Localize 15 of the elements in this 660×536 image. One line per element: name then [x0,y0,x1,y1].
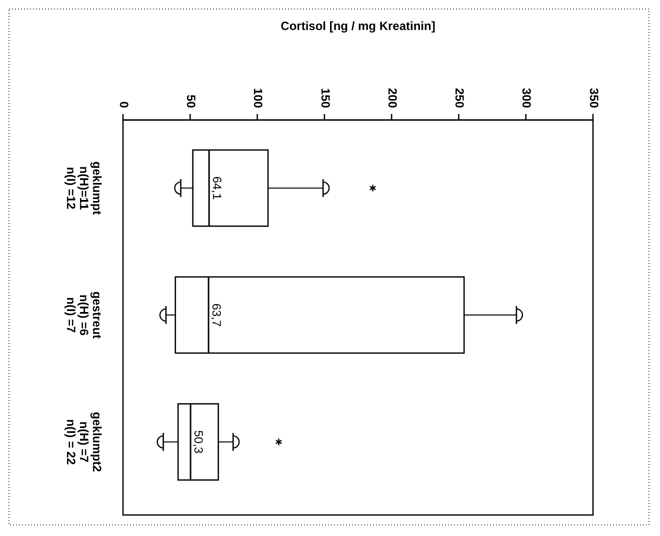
x-tick-label: 250 [452,88,467,108]
x-axis-title: Cortisol [ng / mg Kreatinin] [280,19,436,33]
x-tick-label: 350 [586,88,601,108]
x-tick-label: 50 [184,94,198,108]
text: 64,1 [210,176,224,200]
x-tick-label: 300 [520,88,534,108]
y-tick-label: geklumpt2 n(H) =7 n(I) = 22 [64,412,104,472]
x-tick-label: 150 [318,88,332,108]
y-tick-label: geklumpt n(H)=11 n(I) =12 [64,161,104,215]
text: 50,3 [192,430,206,454]
text: 63,7 [210,303,224,327]
x-tick-label: 0 [116,101,131,108]
y-tick-label: gestreut n(H) =6 n(I) =7 [64,291,104,339]
x-tick-label: 100 [251,88,266,108]
x-tick-label: 200 [385,88,400,108]
